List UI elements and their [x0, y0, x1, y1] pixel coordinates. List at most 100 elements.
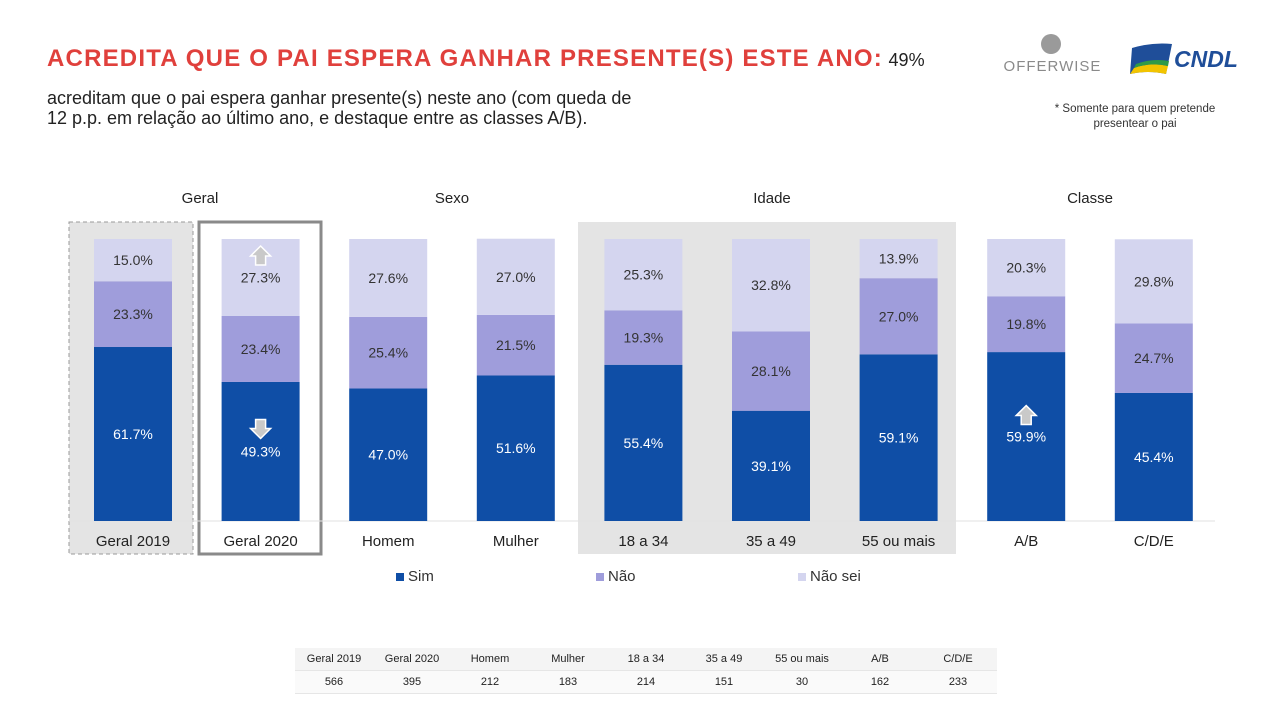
bar-nao-a-b	[987, 296, 1066, 353]
base-table-value: 30	[763, 670, 841, 694]
data-label-nao-homem: 25.4%	[368, 345, 408, 361]
bar-nao-mulher	[476, 314, 555, 376]
base-table-header: Geral 2020	[373, 648, 451, 671]
data-label-nao-18-a-34: 19.3%	[624, 330, 664, 346]
base-table-value: 566	[295, 670, 373, 694]
x-tick-label-geral-2019: Geral 2019	[96, 533, 170, 550]
legend-label-nao: Não	[608, 568, 636, 585]
arrow-up-icon-geral-2020-nao-sei	[248, 244, 273, 266]
bar-sim-geral-2019	[94, 347, 172, 521]
data-label-sim-35-a-49: 39.1%	[751, 458, 791, 474]
base-table-value: 214	[607, 670, 685, 694]
offerwise-logo: OFFERWISE	[995, 34, 1110, 78]
bar-nao-geral-2020	[221, 315, 300, 382]
data-label-sim-homem: 47.0%	[368, 447, 408, 463]
base-table-header: 55 ou mais	[763, 648, 841, 671]
base-size-table: Geral 2019 Geral 2020 Homem Mulher 18 a …	[295, 648, 997, 694]
bar-nao-18-a-34	[604, 310, 683, 365]
footnote-line-1: * Somente para quem pretende	[1054, 103, 1216, 115]
bar-nao-geral-2019	[94, 281, 172, 348]
base-table-value: 162	[841, 670, 919, 694]
base-table-value: 183	[529, 670, 607, 694]
legend-label-sim: Sim	[408, 568, 434, 585]
data-label-nao-geral-2019: 23.3%	[113, 306, 153, 322]
cndl-logo: CNDL	[1128, 40, 1246, 78]
offerwise-logo-text: OFFERWISE	[1003, 58, 1102, 75]
data-label-nao-sei-c-d-e: 29.8%	[1134, 273, 1174, 289]
cndl-logo-text: CNDL	[1174, 46, 1238, 72]
bar-sim-geral-2020	[221, 381, 300, 521]
group-label-classe: Classe	[1067, 190, 1113, 207]
x-tick-label-18-a-34: 18 a 34	[618, 533, 668, 550]
cndl-mark-icon	[1130, 43, 1172, 74]
chart-title: ACREDITA QUE O PAI ESPERA GANHAR PRESENT…	[47, 40, 987, 117]
base-table-value: 212	[451, 670, 529, 694]
data-label-sim-a-b: 59.9%	[1006, 429, 1046, 445]
bar-sim-35-a-49	[732, 410, 810, 521]
base-table-header: C/D/E	[919, 648, 997, 671]
legend-item-sim: Sim	[396, 568, 434, 585]
bar-nao-sei-c-d-e	[1114, 239, 1193, 324]
arrow-down-icon-geral-2020-sim	[248, 418, 273, 440]
group-label-sexo: Sexo	[434, 190, 470, 207]
x-tick-label-geral-2020: Geral 2020	[223, 533, 297, 550]
footnote-line-2: presentear o pai	[1093, 118, 1177, 130]
data-label-nao-sei-18-a-34: 25.3%	[624, 267, 664, 283]
data-label-nao-sei-mulher: 27.0%	[496, 269, 536, 285]
data-label-nao-sei-a-b: 20.3%	[1006, 260, 1046, 276]
bar-nao-c-d-e	[1114, 323, 1193, 393]
group-label-geral: Geral	[181, 190, 219, 207]
data-label-nao-mulher: 21.5%	[496, 337, 536, 353]
bar-sim-homem	[349, 388, 428, 521]
data-label-sim-55-ou-mais: 59.1%	[879, 430, 919, 446]
data-label-nao-a-b: 19.8%	[1006, 316, 1046, 332]
subtitle-line-1: 49% acreditam que o pai espera ganhar pr…	[47, 50, 925, 108]
base-table-value: 233	[919, 670, 997, 694]
bar-nao-sei-55-ou-mais	[859, 239, 938, 279]
bar-nao-sei-homem	[349, 239, 428, 317]
legend-label-nao-sei: Não sei	[810, 568, 861, 585]
data-label-nao-sei-geral-2019: 15.0%	[113, 252, 153, 268]
base-table-header: 18 a 34	[607, 648, 685, 671]
bar-nao-sei-35-a-49	[732, 239, 810, 332]
data-label-nao-sei-55-ou-mais: 13.9%	[879, 251, 919, 267]
base-table-header: Homem	[451, 648, 529, 671]
subtitle-line-2: 12 p.p. em relação ao último ano, e dest…	[47, 108, 588, 128]
legend-item-nao-sei: Não sei	[798, 568, 861, 585]
data-label-nao-35-a-49: 28.1%	[751, 363, 791, 379]
bar-sim-18-a-34	[604, 364, 683, 521]
data-label-sim-geral-2019: 61.7%	[113, 426, 153, 442]
data-label-nao-sei-geral-2020: 27.3%	[241, 269, 281, 285]
data-label-sim-geral-2020: 49.3%	[241, 443, 281, 459]
base-table-header: Mulher	[529, 648, 607, 671]
data-label-nao-sei-35-a-49: 32.8%	[751, 277, 791, 293]
base-table-header-row: Geral 2019 Geral 2020 Homem Mulher 18 a …	[295, 648, 997, 671]
data-label-nao-55-ou-mais: 27.0%	[879, 308, 919, 324]
base-table-value: 151	[685, 670, 763, 694]
legend-item-nao: Não	[596, 568, 636, 585]
data-label-sim-c-d-e: 45.4%	[1134, 449, 1174, 465]
legend-swatch-sim	[396, 573, 404, 582]
bar-sim-55-ou-mais	[859, 354, 938, 521]
arrow-up-icon-a-b-sim	[1014, 404, 1039, 426]
x-tick-label-55-ou-mais: 55 ou mais	[862, 533, 935, 550]
base-table-header: 35 a 49	[685, 648, 763, 671]
data-label-nao-sei-homem: 27.6%	[368, 270, 408, 286]
bar-nao-55-ou-mais	[859, 278, 938, 355]
bar-nao-35-a-49	[732, 331, 810, 411]
base-table-header: Geral 2019	[295, 648, 373, 671]
legend-swatch-nao	[596, 573, 604, 582]
x-tick-label-c-d-e: C/D/E	[1134, 533, 1174, 550]
base-table-header: A/B	[841, 648, 919, 671]
data-label-nao-c-d-e: 24.7%	[1134, 350, 1174, 366]
bar-sim-mulher	[476, 375, 555, 521]
bar-sim-c-d-e	[1114, 392, 1193, 521]
offerwise-mark-icon	[1041, 34, 1061, 54]
footnote: * Somente para quem pretende presentear …	[1040, 102, 1230, 132]
base-table-value: 395	[373, 670, 451, 694]
x-tick-label-a-b: A/B	[1014, 533, 1038, 550]
x-tick-label-homem: Homem	[362, 533, 415, 550]
bar-nao-sei-18-a-34	[604, 239, 683, 311]
bar-nao-sei-geral-2019	[94, 239, 172, 282]
